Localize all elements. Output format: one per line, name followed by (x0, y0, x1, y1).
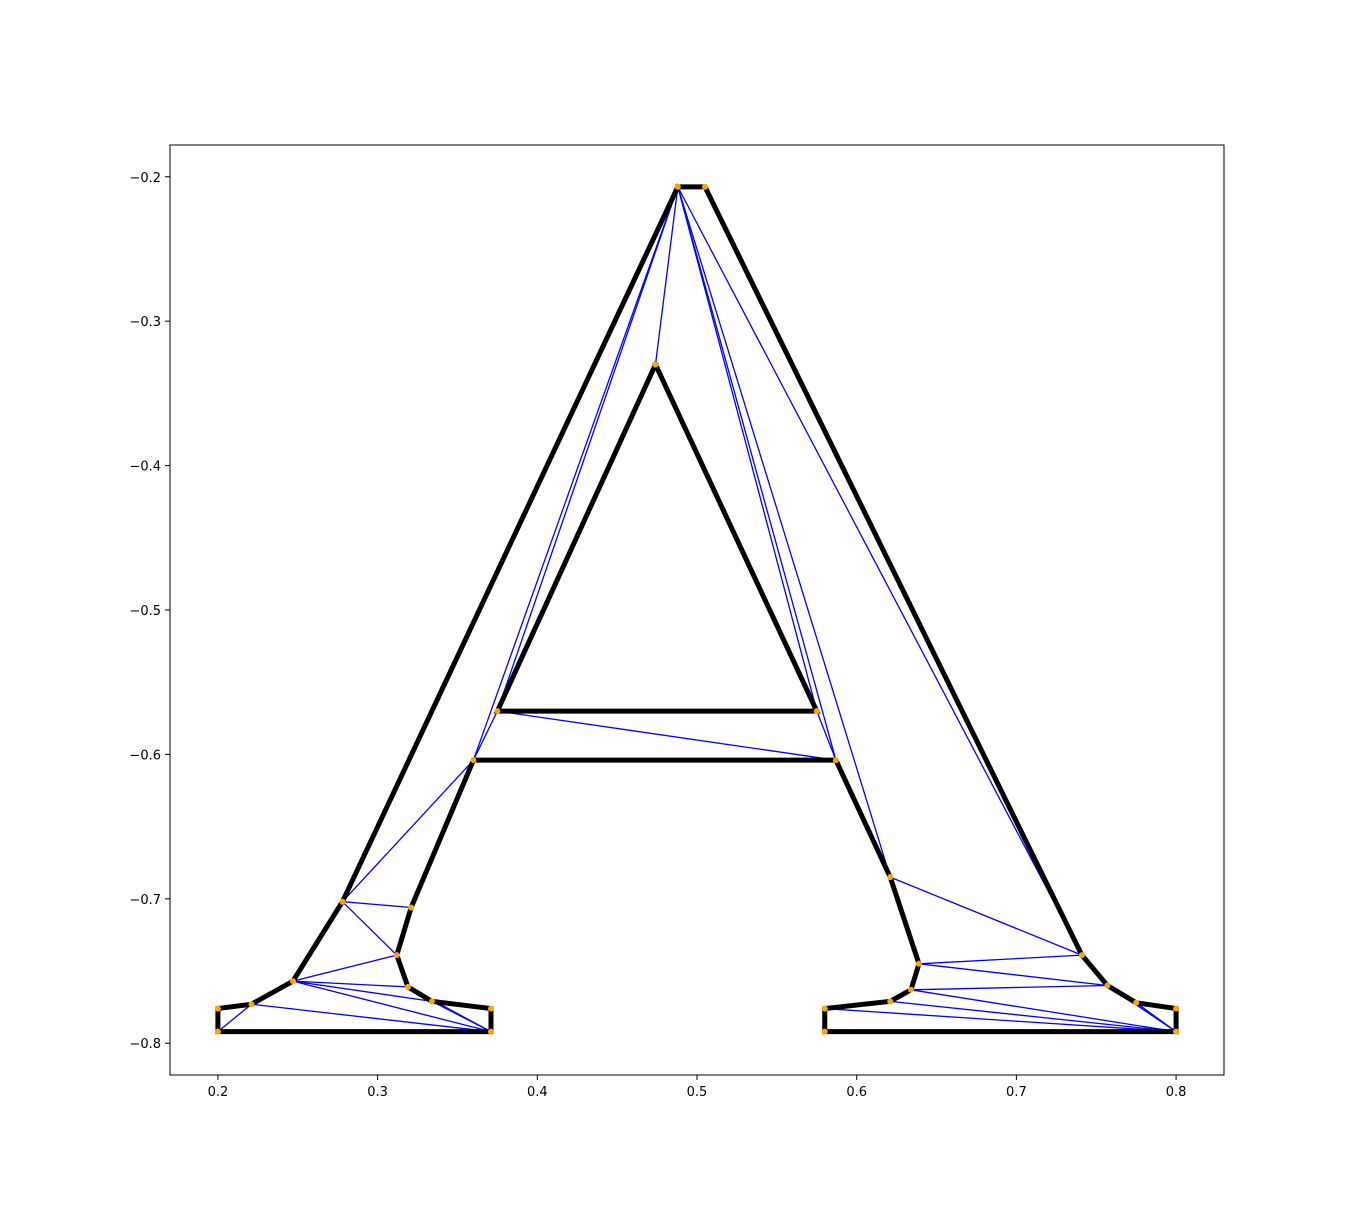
triangulation-edge-18 (217, 1003, 252, 1033)
x-axis: 0.2 0.3 0.4 0.5 0.6 0.7 0.8 (208, 1075, 1187, 1100)
vertex-marker-21 (214, 1028, 221, 1035)
triangulation-edge-26 (890, 1000, 1177, 1033)
triangulation-edge-29 (1135, 1002, 1177, 1033)
vertex-marker-4 (1133, 999, 1140, 1006)
y-tick-label: −0.4 (129, 460, 161, 475)
vertex-marker-10 (907, 986, 914, 993)
triangulation-edge-22 (918, 954, 1082, 965)
vertex-marker-23 (248, 1001, 255, 1008)
vertex-marker-18 (428, 998, 435, 1005)
triangulation-edge-0 (654, 186, 679, 365)
vertex-marker-2 (1078, 952, 1085, 959)
triangulation-edge-14 (292, 980, 408, 988)
vertex-marker-24 (289, 978, 296, 985)
triangulation-edge-17 (251, 1003, 492, 1033)
vertex-marker-27 (813, 708, 820, 715)
triangulation-edge-12 (342, 901, 398, 956)
vertex-marker-22 (214, 1005, 221, 1012)
vertex-marker-26 (652, 361, 659, 368)
triangulation-edge-11 (342, 901, 412, 909)
vertex-marker-12 (887, 874, 894, 881)
vertex-marker-16 (393, 952, 400, 959)
vertex-marker-20 (487, 1028, 494, 1035)
plot-area (214, 183, 1180, 1035)
x-tick-label: 0.5 (687, 1085, 708, 1100)
vertex-marker-1 (701, 183, 708, 190)
triangulation-edge-3 (677, 186, 818, 712)
triangulation-edges (217, 186, 1177, 1033)
triangulation-edge-4 (677, 186, 837, 761)
vertex-marker-19 (487, 1005, 494, 1012)
triangulation-edge-7 (472, 710, 498, 761)
triangulation-edge-6 (677, 186, 1083, 956)
triangulation-edge-27 (824, 1007, 1177, 1033)
triangulation-edge-24 (910, 984, 1108, 991)
vertex-marker-13 (832, 757, 839, 764)
triangulation-edge-16 (292, 980, 492, 1033)
x-tick-label: 0.2 (208, 1085, 229, 1100)
y-tick-label: −0.6 (129, 748, 161, 763)
x-tick-label: 0.4 (527, 1085, 548, 1100)
triangulation-edge-15 (292, 980, 432, 1002)
y-tick-label: −0.5 (129, 604, 161, 619)
vertex-marker-28 (494, 708, 501, 715)
triangulation-edge-9 (816, 710, 837, 761)
vertex-marker-6 (1173, 1028, 1180, 1035)
vertex-marker-14 (470, 757, 477, 764)
x-tick-label: 0.7 (1006, 1085, 1027, 1100)
vertex-marker-25 (339, 898, 346, 905)
vertex-marker-5 (1173, 1005, 1180, 1012)
y-tick-label: −0.3 (129, 315, 161, 330)
triangulation-edge-2 (472, 186, 679, 761)
inner-outline (493, 361, 821, 714)
vertex-marker-8 (821, 1005, 828, 1012)
x-tick-label: 0.8 (1166, 1085, 1187, 1100)
vertex-marker-9 (887, 998, 894, 1005)
triangulation-edge-25 (910, 989, 1177, 1033)
y-tick-label: −0.7 (129, 893, 161, 908)
vertex-marker-17 (404, 983, 411, 990)
triangulation-edge-5 (677, 186, 891, 878)
vertex-markers (214, 183, 1180, 1035)
triangulation-edge-23 (918, 963, 1108, 987)
vertex-marker-7 (821, 1028, 828, 1035)
vertex-marker-0 (674, 183, 681, 190)
vertex-marker-3 (1104, 982, 1111, 989)
x-tick-label: 0.3 (367, 1085, 388, 1100)
vertex-marker-11 (915, 960, 922, 967)
triangulation-edge-10 (341, 759, 474, 903)
triangulation-edge-8 (497, 710, 837, 761)
y-tick-label: −0.2 (129, 171, 161, 186)
y-tick-label: −0.8 (129, 1037, 161, 1052)
triangulation-edge-21 (889, 876, 1083, 956)
triangulation-edge-13 (292, 954, 397, 982)
x-tick-label: 0.6 (846, 1085, 867, 1100)
vertex-marker-15 (408, 904, 415, 911)
triangulation-edge-1 (496, 186, 679, 712)
y-axis: −0.2 −0.3 −0.4 −0.5 −0.6 −0.7 −0.8 (129, 171, 170, 1052)
